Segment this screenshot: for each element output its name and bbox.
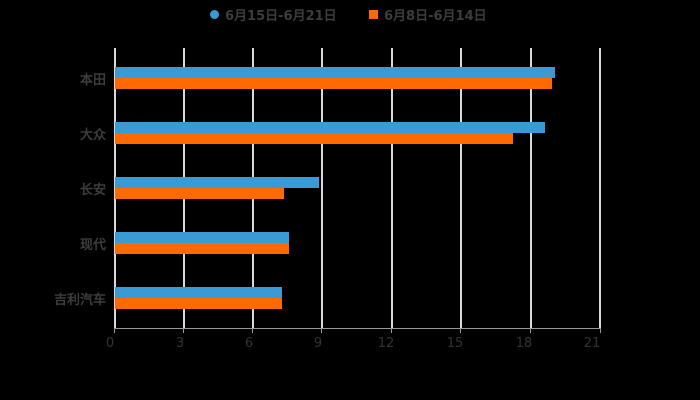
gridline — [460, 48, 462, 328]
x-tick — [114, 328, 115, 333]
gridline — [530, 48, 532, 328]
gridline — [599, 48, 601, 328]
x-tick — [183, 328, 184, 333]
x-tick-label: 6 — [244, 336, 254, 351]
gridline — [391, 48, 393, 328]
x-tick — [252, 328, 253, 333]
x-tick-label: 12 — [377, 336, 395, 351]
x-tick-label: 9 — [313, 336, 323, 351]
bar-series-2[interactable] — [115, 243, 289, 254]
legend-circle-icon — [210, 9, 219, 19]
chart-legend: 6月15日-6月21日 6月8日-6月14日 — [0, 4, 700, 24]
category-label: 现代 — [79, 238, 106, 253]
category-label: 大众 — [79, 128, 106, 143]
x-tick — [600, 328, 601, 333]
bar-series-1[interactable] — [115, 287, 282, 298]
legend-square-icon — [369, 9, 378, 19]
bar-series-2[interactable] — [115, 188, 284, 199]
bar-series-2[interactable] — [115, 298, 282, 309]
bar-series-1[interactable] — [115, 122, 545, 133]
category-label: 本田 — [79, 73, 106, 88]
x-tick-label: 15 — [446, 336, 464, 351]
category-label: 吉利汽车 — [53, 293, 106, 308]
legend-item-series-2[interactable]: 6月8日-6月14日 — [369, 4, 487, 24]
x-axis-line — [114, 328, 601, 329]
legend-label: 6月8日-6月14日 — [384, 8, 487, 24]
bar-series-2[interactable] — [115, 133, 513, 144]
legend-label: 6月15日-6月21日 — [225, 8, 337, 24]
x-tick-label: 3 — [175, 336, 185, 351]
x-tick — [321, 328, 322, 333]
x-tick-label: 18 — [515, 336, 533, 351]
bar-series-1[interactable] — [115, 67, 555, 78]
x-tick — [460, 328, 461, 333]
x-tick-label: 0 — [105, 336, 115, 351]
category-label: 长安 — [79, 183, 106, 198]
gridline — [321, 48, 323, 328]
bar-series-2[interactable] — [115, 78, 552, 89]
bar-series-1[interactable] — [115, 232, 289, 243]
x-tick-label: 21 — [583, 336, 601, 351]
x-tick — [391, 328, 392, 333]
bar-series-1[interactable] — [115, 177, 319, 188]
legend-item-series-1[interactable]: 6月15日-6月21日 — [210, 4, 337, 24]
x-tick — [530, 328, 531, 333]
